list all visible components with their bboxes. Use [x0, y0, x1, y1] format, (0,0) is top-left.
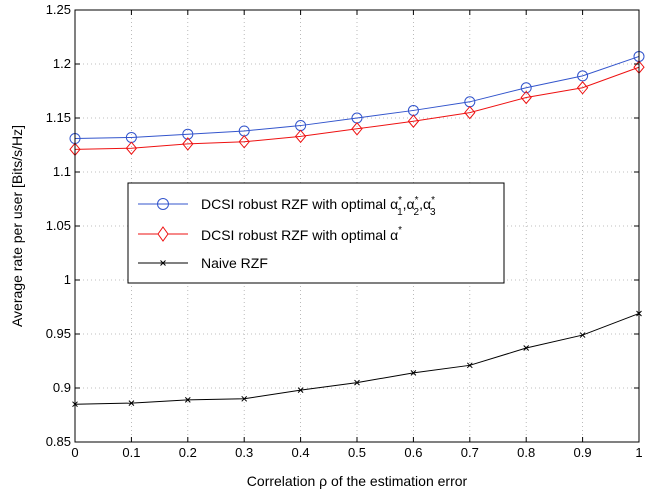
- data-point-diamond: [125, 141, 138, 156]
- legend-marker-x: [160, 260, 166, 266]
- data-point-diamond: [407, 114, 420, 129]
- axis-ticks: 0 0.1 0.2 0.3 0.4 0.5 0.6 0.7 0.8 0.9 1 0.85 0.9 0.95…: [46, 2, 643, 460]
- data-point-circle: [182, 128, 194, 140]
- data-point-diamond: [351, 122, 363, 136]
- data-point-circle: [577, 70, 589, 82]
- legend-series-1-comma1: ,: [403, 196, 407, 212]
- x-axis-label: Correlation ρ of the estimation error: [247, 473, 468, 489]
- data-point-x: [128, 400, 135, 406]
- legend-series-1-sub1: 1: [397, 207, 403, 218]
- data-point-x: [241, 395, 248, 402]
- legend-marker-circle: [157, 198, 169, 210]
- legend-label-series-2: DCSI robust RZF with optimal α*: [201, 225, 402, 243]
- legend-label-series-3: Naive RZF: [201, 255, 268, 271]
- legend-series-1-star2: *: [415, 195, 419, 206]
- legend-series-1-star3: *: [431, 195, 435, 206]
- legend-series-1-comma2: ,: [419, 196, 423, 212]
- data-point-x: [579, 332, 586, 338]
- data-point-diamond: [294, 129, 307, 144]
- x-tick-label: 0.9: [574, 445, 592, 460]
- y-tick-label: 1.05: [46, 218, 71, 233]
- y-tick-label: 1.2: [53, 56, 71, 71]
- y-tick-label: 1.1: [53, 164, 71, 179]
- data-point-x: [466, 362, 473, 369]
- legend: DCSI robust RZF with optimal α* 1,α* 2,α* 3…: [127, 182, 505, 284]
- legend-box: [127, 182, 505, 284]
- legend-series-2-alpha: α: [390, 227, 398, 243]
- data-point-x: [354, 379, 360, 386]
- x-tick-label: 0.6: [404, 445, 422, 460]
- legend-series-1-main: DCSI robust RZF with optimal: [201, 196, 390, 212]
- legend-marker-diamond: [157, 226, 169, 242]
- legend-series-1-alpha3: α: [423, 196, 431, 212]
- x-tick-label: 0.4: [292, 445, 310, 460]
- legend-series-1-sub2: 2: [414, 207, 420, 218]
- legend-series-2-main: DCSI robust RZF with optimal: [201, 227, 390, 243]
- x-tick-label: 0.7: [461, 445, 479, 460]
- x-tick-label: 0.1: [122, 445, 140, 460]
- legend-series-1-star1: *: [398, 195, 402, 206]
- y-tick-label: 1: [64, 272, 71, 287]
- data-point-circle: [520, 82, 532, 94]
- y-tick-label: 0.95: [46, 326, 71, 341]
- y-axis-label: Average rate per user [Bits/s/Hz]: [9, 125, 25, 327]
- x-tick-label: 0.8: [517, 445, 535, 460]
- data-point-x: [297, 387, 304, 394]
- data-point-diamond: [576, 80, 589, 95]
- y-tick-label: 0.9: [53, 380, 71, 395]
- series-line-2: [74, 66, 640, 150]
- data-point-diamond: [238, 134, 250, 149]
- legend-series-1-sub3: 3: [430, 207, 436, 218]
- y-tick-label: 0.85: [46, 434, 71, 449]
- data-point-diamond: [464, 105, 476, 120]
- data-point-x: [184, 397, 191, 403]
- data-point-diamond: [520, 90, 532, 105]
- legend-series-2-star: *: [398, 225, 402, 236]
- series-layer: [69, 50, 645, 408]
- legend-series-1-alpha1: α: [390, 196, 398, 212]
- x-tick-label: 0.3: [235, 445, 253, 460]
- x-tick-label: 0: [71, 445, 78, 460]
- y-tick-label: 1.15: [46, 110, 71, 125]
- data-point-x: [410, 370, 417, 376]
- x-tick-label: 0.2: [179, 445, 197, 460]
- x-tick-label: 0.5: [348, 445, 366, 460]
- y-tick-label: 1.25: [46, 2, 71, 17]
- data-point-x: [523, 345, 530, 351]
- legend-label-series-1: DCSI robust RZF with optimal α* 1,α* 2,α* 3: [201, 195, 436, 218]
- legend-series-1-alpha2: α: [407, 196, 415, 212]
- x-tick-label: 1: [635, 445, 642, 460]
- data-point-diamond: [182, 137, 194, 151]
- series-line-1: [74, 55, 640, 140]
